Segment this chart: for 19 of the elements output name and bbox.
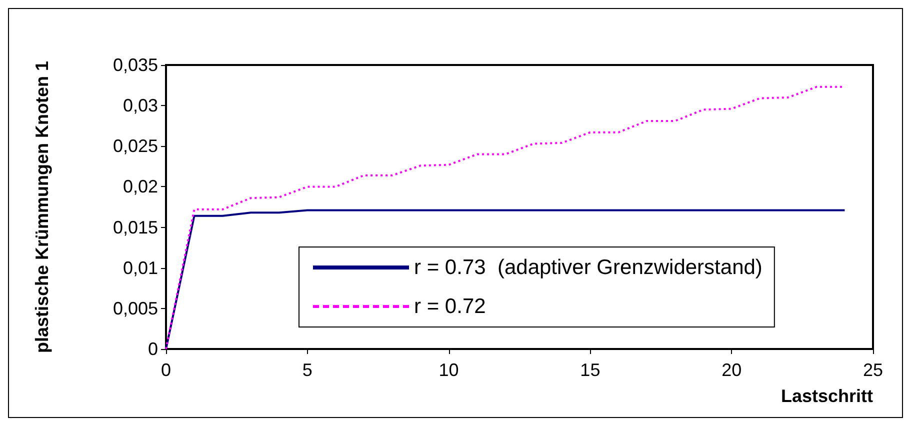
x-tick-label: 0	[160, 360, 172, 380]
y-tick-label: 0,015	[112, 217, 158, 238]
y-tick-label: 0,01	[122, 258, 158, 278]
y-tick-label: 0,03	[122, 96, 158, 116]
x-tick-label: 5	[302, 360, 312, 380]
y-axis-title: plastische Krümmungen Knoten 1	[32, 60, 52, 354]
x-tick-label: 15	[580, 360, 600, 380]
legend-label: r = 0.72	[414, 295, 486, 318]
line-series	[165, 209, 846, 350]
y-tick-label: 0	[148, 339, 158, 359]
x-tick-label: 20	[722, 360, 742, 380]
y-tick-label: 0,035	[112, 55, 158, 75]
legend-label: r = 0.73 (adaptiver Grenzwiderstand)	[414, 256, 762, 279]
y-tick-label: 0,02	[122, 176, 158, 197]
x-tick-label: 25	[862, 360, 884, 380]
y-tick-label: 0,005	[112, 298, 158, 318]
x-tick-label: 10	[438, 360, 459, 380]
y-tick-label: 0,025	[112, 136, 158, 156]
x-axis-title: Lastschritt	[780, 386, 873, 406]
